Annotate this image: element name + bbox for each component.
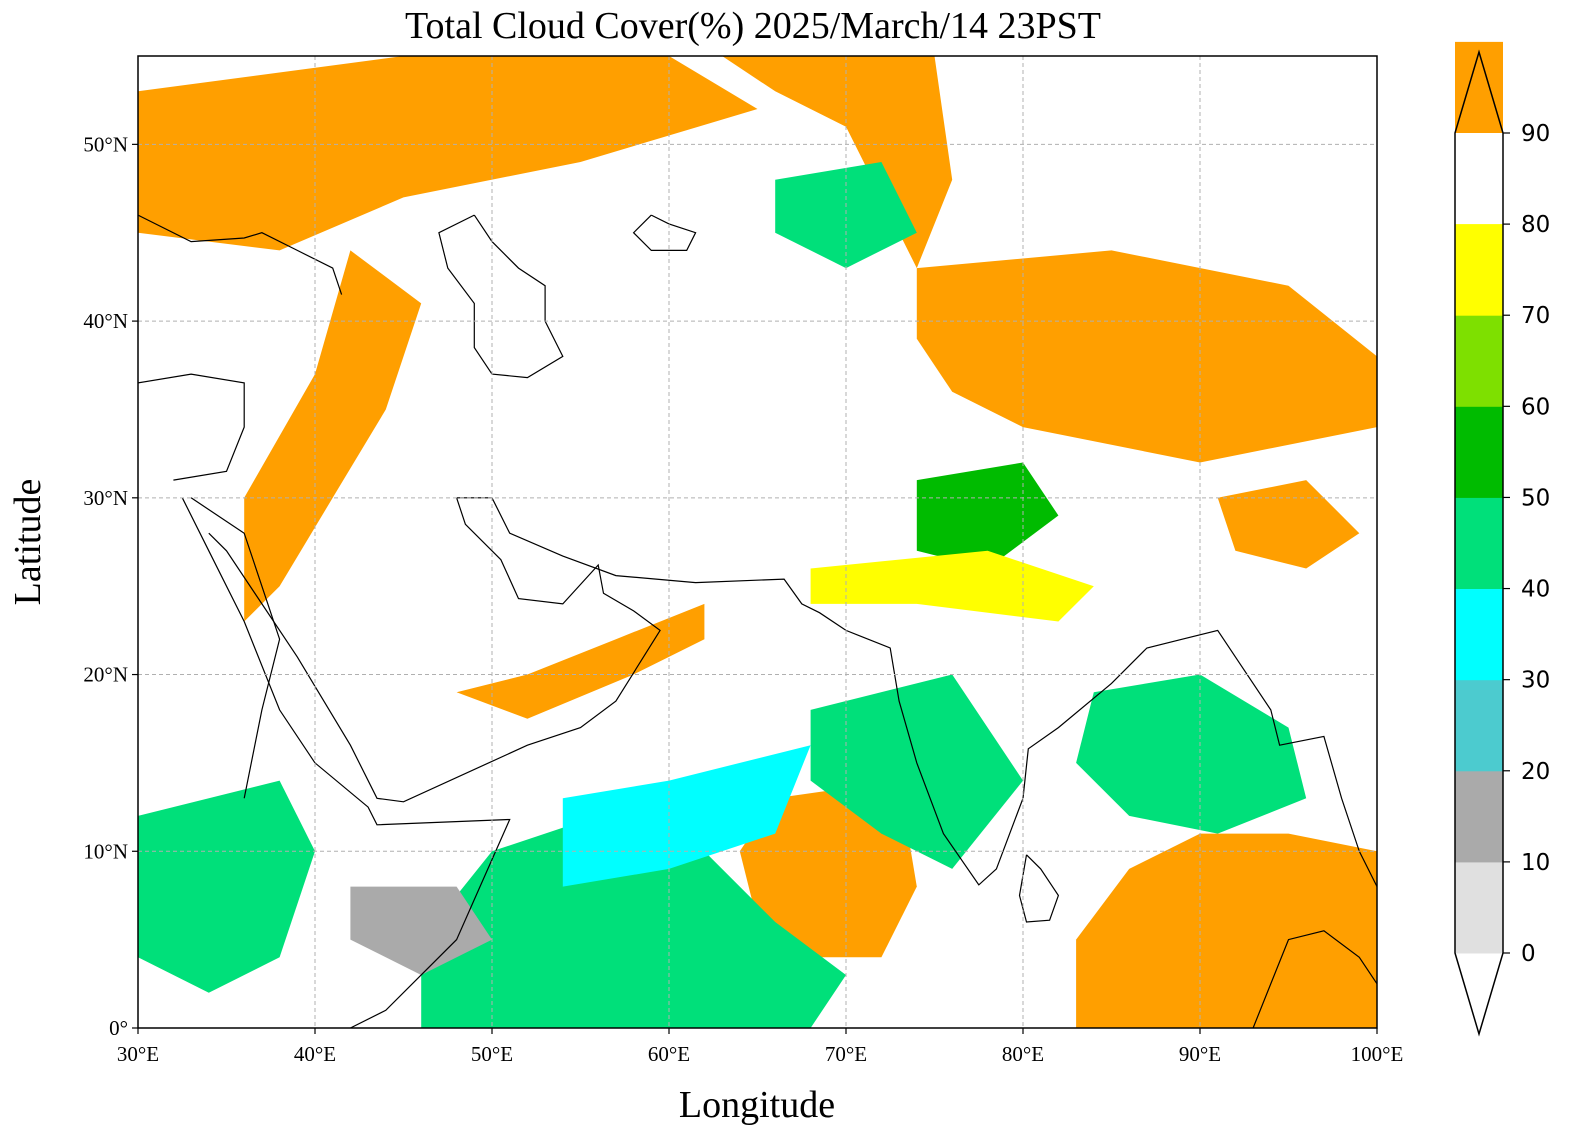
- x-tick-label-5: 80°E: [1002, 1042, 1044, 1066]
- cloud-region-7: [1217, 480, 1360, 569]
- coastline-4: [1018, 854, 1060, 923]
- coastline-6: [632, 214, 697, 251]
- colorbar-tick-label-7: 70: [1521, 303, 1550, 329]
- cloud-region-4: [456, 603, 705, 719]
- colorbar-tick-label-8: 80: [1521, 212, 1550, 238]
- colorbar-tick-label-0: 0: [1521, 941, 1536, 967]
- cloud-region-0: [138, 56, 758, 251]
- cloud-region-11: [1076, 674, 1307, 834]
- x-tick-label-1: 40°E: [294, 1042, 336, 1066]
- x-ticks: 30°E 40°E 50°E 60°E 70°E 80°E 90°E 100°E: [117, 1028, 1403, 1066]
- y-tick-label-2: 20°N: [83, 663, 128, 687]
- colorbar-lower-extension: [1455, 953, 1503, 1034]
- coastline-1: [181, 497, 511, 1028]
- coastline-8: [1252, 930, 1377, 1028]
- cloud-region-9: [421, 815, 846, 1028]
- figure-title: Total Cloud Cover(%) 2025/March/14 23PST: [405, 5, 1101, 47]
- map-area: [138, 56, 1377, 1028]
- cloud-region-6: [1076, 833, 1377, 1028]
- colorbar-swatch-3: [1455, 679, 1503, 772]
- coastline-3: [456, 497, 1377, 887]
- x-tick-label-3: 60°E: [648, 1042, 690, 1066]
- colorbar-tick-label-3: 30: [1521, 668, 1550, 694]
- cloud-region-14: [138, 780, 315, 993]
- cloud-region-3: [916, 250, 1377, 463]
- x-tick-label-0: 30°E: [117, 1042, 159, 1066]
- coastline-2: [208, 497, 661, 803]
- x-tick-label-6: 90°E: [1179, 1042, 1221, 1066]
- colorbar-tick-label-4: 40: [1521, 577, 1550, 603]
- cloud-cover-regions: [138, 56, 1377, 1028]
- colorbar-tick-label-2: 20: [1521, 759, 1550, 785]
- colorbar-swatch-4: [1455, 588, 1503, 681]
- y-tick-label-1: 10°N: [83, 839, 128, 863]
- y-axis-label: Latitude: [7, 479, 49, 606]
- x-axis-label: Longitude: [679, 1084, 835, 1126]
- coastline-5: [438, 214, 564, 379]
- y-tick-label-4: 40°N: [83, 309, 128, 333]
- x-tick-label-2: 50°E: [471, 1042, 513, 1066]
- gridlines: [138, 56, 1377, 1028]
- y-tick-label-5: 50°N: [83, 132, 128, 156]
- colorbar-tick-label-9: 90: [1521, 121, 1550, 147]
- y-ticks: 0° 10°N 20°N 30°N 40°N 50°N: [83, 132, 138, 1040]
- colorbar-swatch-1: [1455, 861, 1503, 954]
- x-tick-label-7: 100°E: [1351, 1042, 1404, 1066]
- colorbar-tick-label-5: 50: [1521, 485, 1550, 511]
- colorbar-swatch-9: [1455, 41, 1503, 134]
- x-tick-label-4: 70°E: [825, 1042, 867, 1066]
- y-tick-label-0: 0°: [109, 1016, 128, 1040]
- cloud-region-10: [810, 674, 1023, 869]
- colorbar-swatch-8: [1455, 224, 1503, 316]
- y-tick-label-3: 30°N: [83, 486, 128, 510]
- plot-frame: [137, 55, 1378, 1029]
- colorbar-tick-label-6: 60: [1521, 394, 1550, 420]
- colorbar-tick-label-1: 10: [1521, 850, 1550, 876]
- coastline-0: [138, 373, 245, 481]
- colorbar: 0 10 20 30 40 50 60 70 80 90: [1454, 41, 1550, 1037]
- coastline-7: [138, 214, 343, 295]
- colorbar-swatch-6: [1455, 406, 1503, 498]
- colorbar-swatch-2: [1455, 770, 1503, 863]
- colorbar-swatch-7: [1455, 315, 1503, 407]
- cloud-region-1: [244, 250, 422, 622]
- cloud-region-15: [775, 162, 917, 269]
- colorbar-swatch-5: [1455, 497, 1503, 589]
- coastline-9: [190, 497, 281, 799]
- cloud-region-16: [350, 886, 492, 975]
- coastline-lines: [138, 214, 1377, 1028]
